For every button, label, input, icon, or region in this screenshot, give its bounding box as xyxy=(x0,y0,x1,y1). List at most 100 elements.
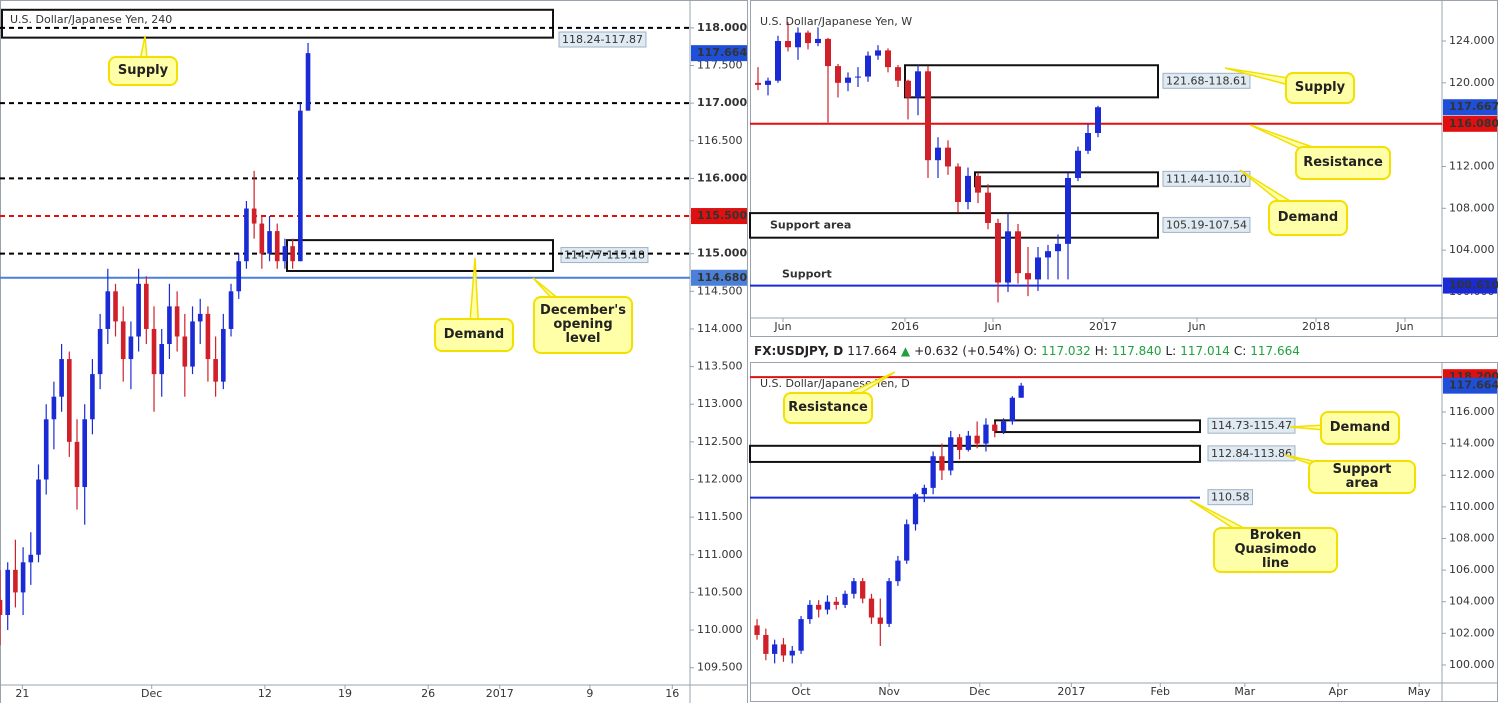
y-tick-label: 106.000 xyxy=(1449,563,1495,576)
candle-body xyxy=(855,76,861,78)
candle-body xyxy=(1000,421,1007,431)
x-tick-label: 9 xyxy=(586,687,593,700)
header-text: L: xyxy=(1165,344,1177,358)
candle-body xyxy=(267,231,272,254)
panel-frame xyxy=(0,0,748,703)
candle-body xyxy=(780,644,787,656)
candle-body xyxy=(159,344,165,375)
candle-body xyxy=(939,456,945,471)
zone-name: Support area xyxy=(770,218,851,231)
candle-body xyxy=(985,192,991,223)
candle-body xyxy=(213,359,218,382)
candle-body xyxy=(833,601,839,605)
callout: Resistance xyxy=(1295,146,1391,180)
candle-body xyxy=(51,396,57,420)
x-tick-label: 26 xyxy=(421,687,435,700)
candle-body xyxy=(825,38,831,67)
candle-body xyxy=(305,53,311,111)
candle-body xyxy=(816,604,822,610)
candle-body xyxy=(755,82,761,85)
x-tick-label: 2017 xyxy=(1057,685,1085,698)
candle-body xyxy=(244,208,249,262)
candle-body xyxy=(905,80,911,98)
candle-body xyxy=(956,437,963,450)
level-label-box xyxy=(1207,489,1253,506)
candle-body xyxy=(1065,177,1071,244)
last-price-box xyxy=(691,45,747,62)
candle-body xyxy=(925,71,931,161)
zone xyxy=(286,239,554,272)
zone-label: 118.24-117.87 xyxy=(562,33,643,46)
candle-body xyxy=(772,644,778,654)
candle-body xyxy=(904,524,910,561)
candle-body xyxy=(851,581,857,594)
zone xyxy=(749,212,1159,239)
zone-label: 105.19-107.54 xyxy=(1166,218,1247,231)
y-tick-label: 117.000 xyxy=(697,96,747,109)
candle-body xyxy=(974,435,980,444)
candle-body xyxy=(930,456,936,488)
x-tick-label: 21 xyxy=(15,687,29,700)
callout: Demand xyxy=(1268,200,1348,236)
zone-label-box xyxy=(1207,445,1296,462)
candle-body xyxy=(151,328,157,375)
candle-body xyxy=(845,77,851,83)
y-tick-label: 100.000 xyxy=(1449,658,1495,671)
y-tick-label: 111.500 xyxy=(697,510,743,523)
candle-body xyxy=(36,479,41,555)
callout: Resistance xyxy=(783,392,873,424)
candle-body xyxy=(28,554,34,563)
y-tick-label: 110.000 xyxy=(1449,500,1495,513)
candle-body xyxy=(144,283,149,329)
candle-body xyxy=(1035,257,1041,280)
level-label-box xyxy=(1443,115,1497,132)
y-tick-label: 114.500 xyxy=(697,284,743,297)
x-tick-label: Jun xyxy=(983,320,1001,333)
zone xyxy=(904,64,1159,99)
y-tick-label: 116.000 xyxy=(697,171,747,184)
candle-body xyxy=(1055,243,1061,252)
candle-body xyxy=(754,625,760,635)
x-tick-label: Jun xyxy=(773,320,791,333)
zone-label: 114.73-115.47 xyxy=(1211,419,1292,432)
y-tick-label: 124.000 xyxy=(1449,34,1495,47)
x-tick-label: Nov xyxy=(878,685,900,698)
y-tick-label: 113.500 xyxy=(697,360,743,373)
candle-body xyxy=(798,619,804,651)
candle-body xyxy=(221,328,226,382)
candle-body xyxy=(965,175,971,203)
candle-body xyxy=(113,291,118,322)
symbol-header: FX:USDJPY, D 117.664 ▲ +0.632 (+0.54%) O: 117… xyxy=(754,344,1300,358)
last-price-label: 117.667 xyxy=(1449,100,1498,113)
candle-body xyxy=(789,650,795,656)
level-label: 116.080 xyxy=(1449,117,1498,130)
candle-body xyxy=(895,560,901,582)
candle-body xyxy=(105,291,111,329)
x-tick-label: Apr xyxy=(1329,685,1349,698)
candle-body xyxy=(785,40,791,48)
candle-body xyxy=(0,599,3,615)
zone-label: 111.44-110.10 xyxy=(1166,172,1247,185)
y-tick-label: 108.000 xyxy=(1449,201,1495,214)
candle-body xyxy=(136,283,141,337)
x-tick-label: Feb xyxy=(1151,685,1170,698)
candle-body xyxy=(1045,251,1051,258)
callout: Demand xyxy=(1320,411,1400,445)
level-name: Support xyxy=(782,268,832,281)
candle-body xyxy=(1009,397,1016,422)
header-text: 117.664 xyxy=(1250,344,1300,358)
candle-body xyxy=(274,231,280,262)
y-tick-label: 109.500 xyxy=(697,661,743,674)
y-tick-label: 115.000 xyxy=(697,247,747,260)
candle-body xyxy=(82,419,88,488)
x-tick-label: 16 xyxy=(665,687,679,700)
header-text: C: xyxy=(1233,344,1247,358)
candle-body xyxy=(174,306,180,337)
candle-body xyxy=(775,40,781,81)
zone-label: 114.77-115.18 xyxy=(564,249,645,262)
zone-label-box xyxy=(1162,216,1251,233)
candle-body xyxy=(807,604,813,620)
candle-body xyxy=(236,261,242,292)
y-tick-label: 118.000 xyxy=(697,21,747,34)
candle-body xyxy=(1075,150,1081,178)
